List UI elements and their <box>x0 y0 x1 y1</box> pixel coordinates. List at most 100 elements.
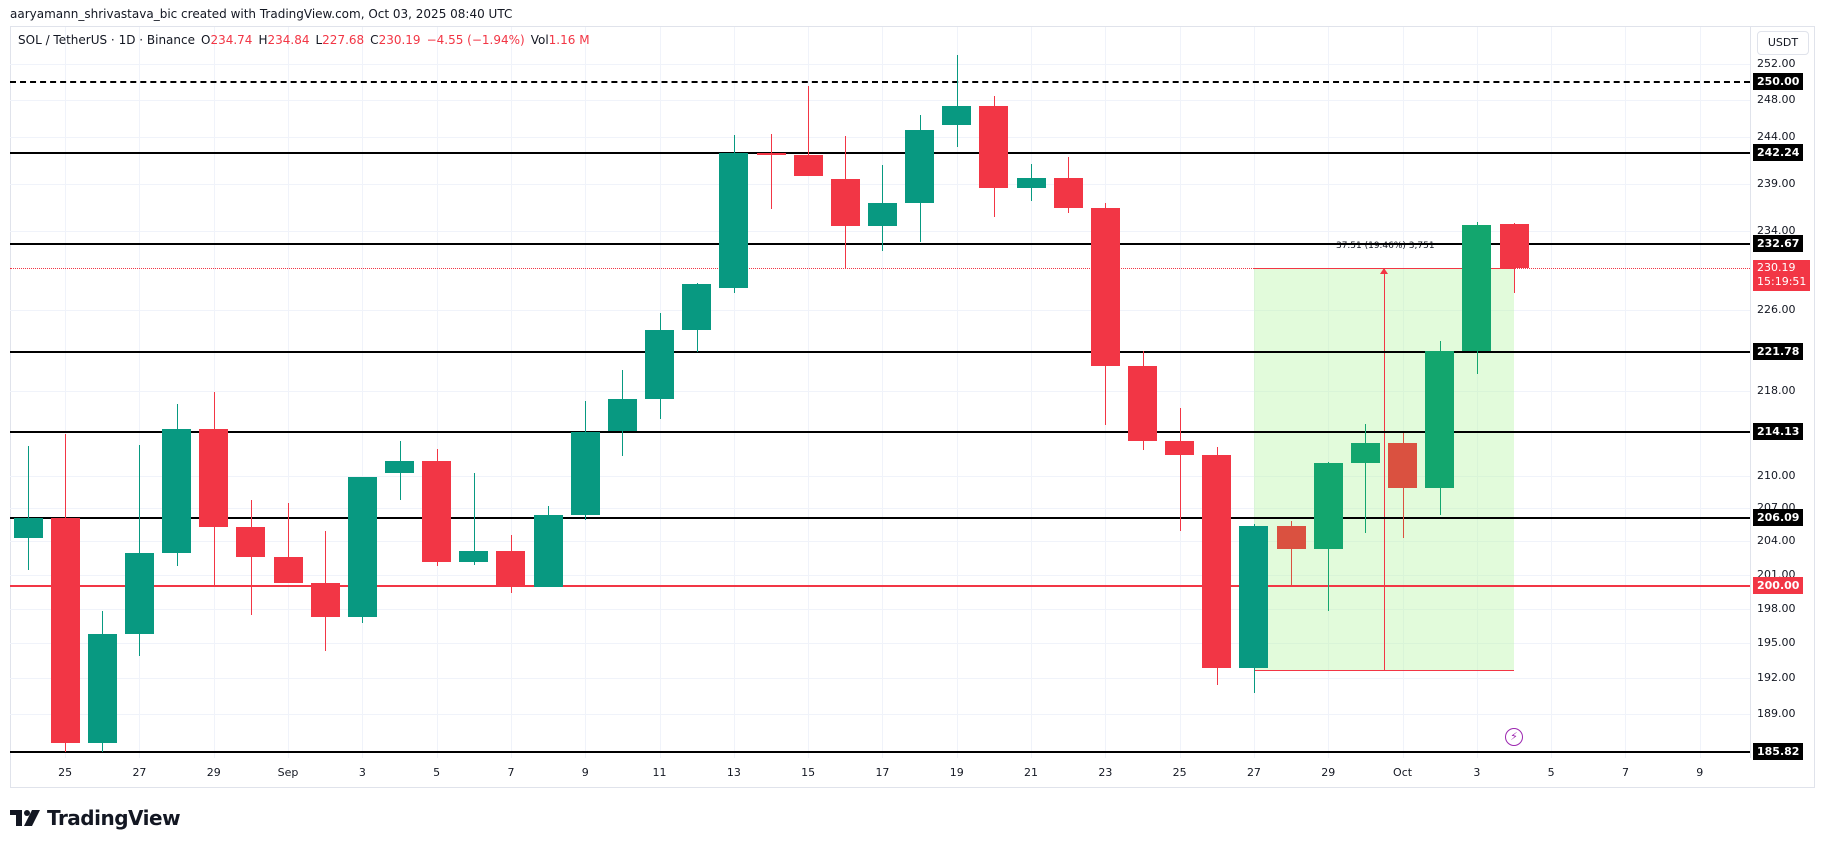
tradingview-logo: TradingView <box>10 806 181 830</box>
level-price-tag: 200.00 <box>1753 576 1804 594</box>
time-axis-label: 25 <box>1172 766 1187 779</box>
candle-down[interactable] <box>50 518 80 743</box>
candle-down[interactable] <box>422 460 452 563</box>
candle-up[interactable] <box>162 428 192 554</box>
candle-down[interactable] <box>1128 365 1157 441</box>
current-price-value: 230.19 <box>1757 261 1796 275</box>
horizontal-level-line[interactable] <box>10 584 1750 587</box>
grid-line-vertical <box>733 27 735 758</box>
high-value: H234.84 <box>258 33 310 47</box>
grid-line-vertical <box>1402 27 1404 758</box>
price-axis-label: 198.00 <box>1757 601 1796 615</box>
candle-up[interactable] <box>867 202 897 226</box>
candle-down[interactable] <box>273 556 303 583</box>
logo-text: TradingView <box>47 806 181 830</box>
horizontal-level-line[interactable] <box>10 243 1750 246</box>
candle-up[interactable] <box>124 553 154 634</box>
candle-wick <box>956 55 958 148</box>
candle-up[interactable] <box>13 518 43 538</box>
horizontal-level-line[interactable] <box>10 430 1750 433</box>
candle-up[interactable] <box>1462 224 1492 352</box>
horizontal-level-line[interactable] <box>10 351 1750 354</box>
grid-line-vertical <box>362 27 364 758</box>
grid-line-vertical <box>808 27 810 758</box>
candle-up[interactable] <box>533 514 563 588</box>
candle-wick <box>771 134 772 210</box>
candle-down[interactable] <box>199 428 229 527</box>
candle-up[interactable] <box>1016 177 1046 189</box>
symbol-name[interactable]: SOL / TetherUS · 1D · Binance <box>18 33 195 47</box>
grid-line-vertical <box>1031 27 1033 758</box>
candle-up[interactable] <box>459 551 489 563</box>
candle-down[interactable] <box>1276 525 1306 549</box>
time-axis[interactable]: 25 27 29 Sep 3 5 7 9 11 13 15 17 19 21 23 25 27 29 Oct 3 5 7 9 <box>10 758 1750 787</box>
price-axis[interactable]: USDT 252.00 248.00 244.00 239.00 234.00 226.0… <box>1750 27 1814 760</box>
time-axis-label: 9 <box>581 766 589 779</box>
volume-value: Vol1.16 M <box>530 33 590 47</box>
horizontal-level-line[interactable] <box>10 517 1750 520</box>
candle-down[interactable] <box>793 154 823 177</box>
candle-wick <box>1291 521 1293 585</box>
candle-up[interactable] <box>719 152 749 289</box>
candle-up[interactable] <box>385 460 414 473</box>
candle-up[interactable] <box>645 329 675 399</box>
chart-plot-area[interactable]: 37.51 (19.46%) 3,751 ⚡ <box>10 27 1750 758</box>
candle-up[interactable] <box>1425 351 1455 488</box>
grid-line-horizontal <box>10 309 1750 311</box>
measure-arrow-line <box>1383 268 1385 671</box>
candle-up[interactable] <box>905 130 935 203</box>
time-axis-label: 27 <box>1246 766 1261 779</box>
candle-up[interactable] <box>682 284 712 330</box>
candle-down[interactable] <box>1388 442 1418 488</box>
candle-up[interactable] <box>570 432 600 515</box>
candle-down[interactable] <box>1090 208 1120 366</box>
price-axis-label: 226.00 <box>1757 302 1796 316</box>
level-price-tag: 214.13 <box>1753 422 1804 440</box>
grid-line-horizontal <box>10 643 1750 645</box>
current-price-line <box>10 268 1750 270</box>
time-axis-label: 3 <box>1473 766 1481 779</box>
currency-button[interactable]: USDT <box>1757 31 1809 55</box>
grid-line-vertical <box>139 27 141 758</box>
grid-line-horizontal <box>10 231 1750 233</box>
level-price-tag: 232.67 <box>1753 235 1804 253</box>
grid-line-vertical <box>65 27 67 758</box>
candle-down[interactable] <box>1202 455 1232 668</box>
candle-up[interactable] <box>1313 462 1343 549</box>
measure-bottom-edge <box>1253 670 1514 672</box>
candle-down[interactable] <box>756 152 786 156</box>
horizontal-level-line[interactable] <box>10 152 1750 155</box>
price-axis-label: 189.00 <box>1757 706 1796 720</box>
candle-up[interactable] <box>942 105 972 125</box>
close-value: C230.19 <box>370 33 421 47</box>
grid-line-horizontal <box>10 678 1750 680</box>
lightning-event-icon[interactable]: ⚡ <box>1505 728 1523 746</box>
candle-down[interactable] <box>1499 224 1529 269</box>
grid-line-vertical <box>510 27 512 758</box>
candle-down[interactable] <box>236 526 266 557</box>
candle-wick <box>250 499 252 616</box>
candle-up[interactable] <box>347 476 377 617</box>
candle-down[interactable] <box>1165 440 1195 456</box>
horizontal-level-line[interactable] <box>10 81 1750 83</box>
candle-up[interactable] <box>87 633 117 743</box>
candle-down[interactable] <box>830 178 860 226</box>
candle-up[interactable] <box>1239 525 1269 668</box>
candle-down[interactable] <box>310 582 340 617</box>
price-axis-label: 239.00 <box>1757 176 1796 190</box>
grid-line-vertical <box>1699 27 1701 758</box>
grid-line-horizontal <box>10 541 1750 543</box>
grid-line-vertical <box>1551 27 1553 758</box>
grid-line-vertical <box>585 27 587 758</box>
candle-down[interactable] <box>1053 177 1083 209</box>
candle-up[interactable] <box>1350 442 1380 463</box>
candle-wick <box>1365 423 1367 534</box>
open-value: O234.74 <box>201 33 253 47</box>
price-axis-label: 218.00 <box>1757 384 1796 398</box>
candle-down[interactable] <box>496 551 526 588</box>
price-axis-label: 252.00 <box>1757 57 1796 70</box>
candle-up[interactable] <box>607 398 637 431</box>
candle-down[interactable] <box>979 105 1009 189</box>
horizontal-level-line[interactable] <box>10 751 1750 753</box>
time-axis-label: 23 <box>1098 766 1113 779</box>
